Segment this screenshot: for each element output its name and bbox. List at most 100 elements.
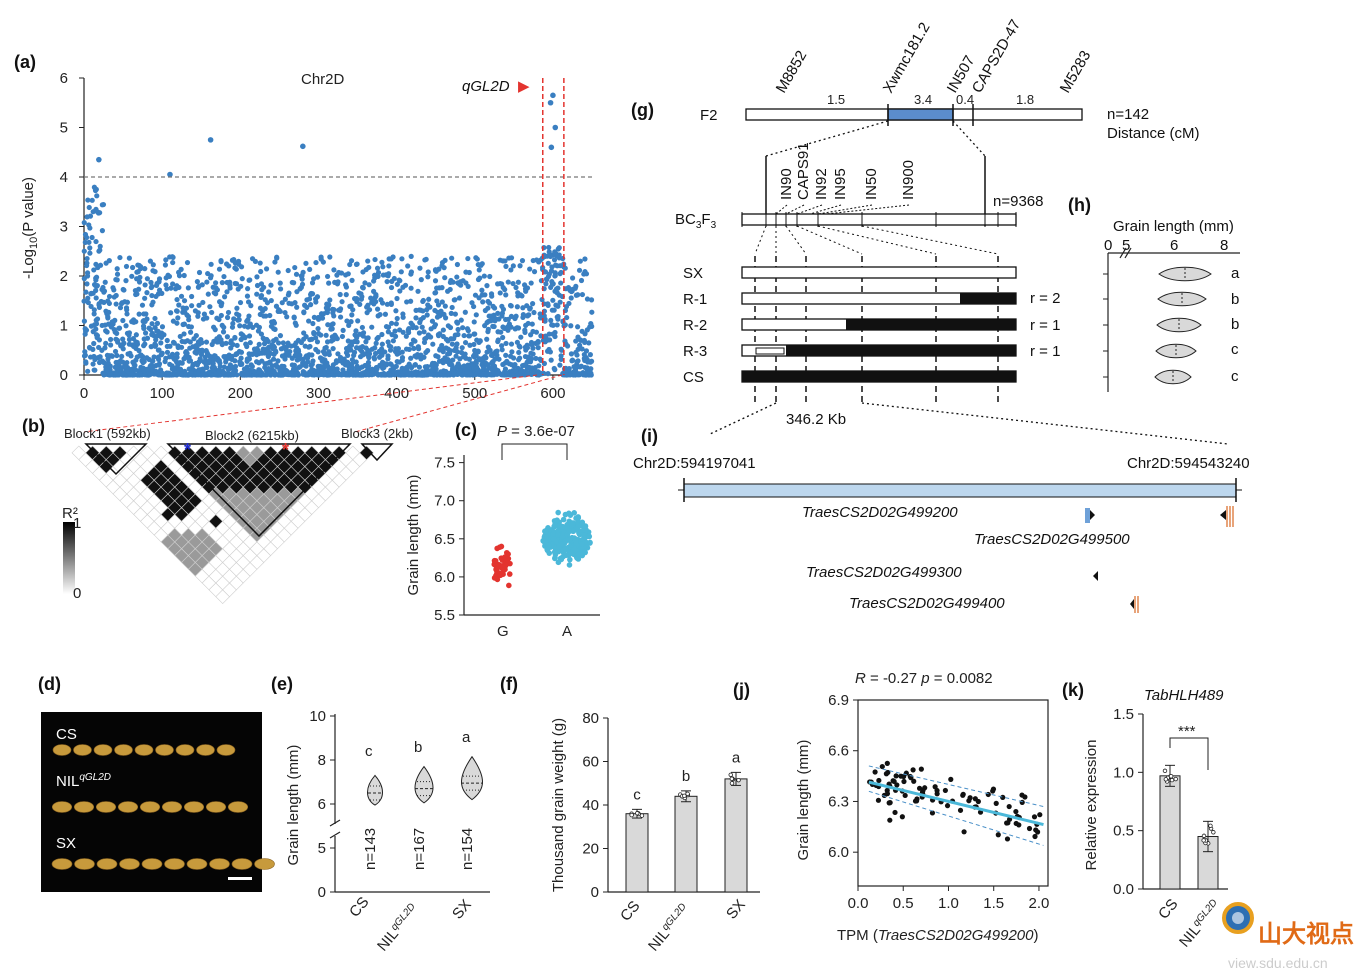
sample-point bbox=[875, 797, 882, 803]
snp-point bbox=[311, 314, 317, 320]
marker-leader bbox=[796, 204, 823, 215]
grain bbox=[161, 801, 183, 813]
snp-point bbox=[210, 363, 216, 369]
h-tick-0: 0 bbox=[1104, 237, 1112, 254]
snp-point bbox=[408, 269, 415, 275]
f-xtick-sx: SX bbox=[723, 896, 749, 922]
snp-point bbox=[188, 370, 194, 376]
i-end-coord: Chr2D:594543240 bbox=[1127, 455, 1250, 472]
r2-legend-title: R² bbox=[62, 505, 78, 522]
snp-point bbox=[537, 315, 544, 321]
snp-point bbox=[119, 353, 125, 360]
replicate-point bbox=[1201, 833, 1207, 839]
violin bbox=[461, 755, 483, 801]
snp-point bbox=[110, 285, 116, 291]
snp-point bbox=[84, 281, 90, 287]
watermark: 山大视点 view.sdu.edu.cn bbox=[1222, 902, 1354, 971]
snp-point bbox=[219, 280, 225, 286]
scale-bar bbox=[228, 877, 252, 880]
f2-n: n=142 bbox=[1107, 106, 1149, 123]
snp-point bbox=[235, 258, 242, 264]
snp-point bbox=[97, 262, 104, 268]
replicate-point bbox=[1163, 777, 1169, 782]
snp-point bbox=[254, 291, 260, 297]
snp-point bbox=[335, 351, 341, 357]
snp-point bbox=[288, 343, 294, 349]
a-allele-point bbox=[552, 554, 558, 561]
a-allele-point bbox=[579, 519, 586, 526]
snp-point bbox=[212, 353, 218, 359]
snp-point bbox=[550, 322, 556, 328]
snp-point bbox=[525, 312, 531, 318]
snp-point bbox=[142, 330, 149, 336]
snp-point bbox=[164, 343, 170, 349]
y-tick-label: 1.5 bbox=[1113, 706, 1134, 723]
snp-point bbox=[416, 330, 423, 336]
snp-point bbox=[113, 276, 119, 283]
snp-point bbox=[211, 324, 217, 330]
snp-point bbox=[466, 333, 472, 339]
marker-leader bbox=[817, 204, 873, 215]
snp-point bbox=[313, 299, 319, 305]
snp-point bbox=[424, 307, 430, 313]
y-tick-label: 0 bbox=[60, 367, 68, 384]
snp-point bbox=[108, 336, 114, 343]
snp-point bbox=[340, 327, 346, 333]
snp-point bbox=[129, 273, 135, 279]
e-violins bbox=[367, 755, 483, 806]
snp-point bbox=[195, 372, 202, 378]
bar-letter: c bbox=[633, 786, 641, 803]
grain bbox=[254, 858, 275, 870]
snp-point bbox=[555, 285, 561, 291]
snp-point bbox=[275, 358, 281, 364]
snp-point bbox=[179, 338, 185, 345]
snp-point bbox=[535, 345, 541, 351]
y-tick-label: 20 bbox=[582, 841, 599, 858]
e-n-sx: n=154 bbox=[459, 828, 476, 870]
sample-point bbox=[1032, 833, 1038, 840]
snp-point bbox=[263, 266, 270, 272]
y-tick-label: 6.0 bbox=[434, 569, 455, 586]
snp-point bbox=[258, 281, 265, 287]
snp-point bbox=[159, 371, 165, 377]
snp-point bbox=[485, 329, 491, 335]
y-tick-label: 6.0 bbox=[828, 844, 849, 861]
snp-point bbox=[137, 353, 143, 359]
snp-point bbox=[320, 259, 326, 265]
c-pvalue: P = 3.6e-07 bbox=[497, 423, 575, 440]
a-allele-point bbox=[566, 562, 573, 568]
sample-point bbox=[990, 786, 997, 792]
snp-point bbox=[551, 365, 557, 372]
snp-point bbox=[549, 307, 555, 313]
snp-point bbox=[530, 257, 536, 264]
manhattan-y-ticks: 0 1 2 3 4 5 6 bbox=[60, 70, 84, 384]
snp-point bbox=[528, 280, 534, 286]
snp-point bbox=[405, 263, 411, 269]
snp-point bbox=[200, 367, 206, 373]
snp-point bbox=[462, 339, 469, 346]
snp-point bbox=[246, 333, 253, 339]
snp-point bbox=[101, 372, 107, 378]
snp-point bbox=[324, 339, 331, 345]
snp-point bbox=[412, 362, 418, 368]
snp-point bbox=[303, 260, 309, 266]
snp-point bbox=[379, 359, 386, 365]
r2-legend-min: 0 bbox=[73, 585, 81, 602]
snp-point bbox=[472, 351, 478, 358]
snp-point bbox=[325, 368, 332, 374]
j-xlabel: TPM (TraesCS2D02G499200) bbox=[837, 927, 1038, 944]
sample-point bbox=[884, 760, 890, 766]
snp-point bbox=[552, 270, 558, 276]
snp-point bbox=[459, 372, 465, 378]
snp-point bbox=[142, 341, 148, 347]
snp-point bbox=[208, 273, 214, 279]
snp-point bbox=[271, 344, 278, 350]
snp-point bbox=[403, 333, 409, 339]
grain bbox=[96, 858, 118, 870]
snp-point bbox=[193, 332, 199, 339]
y-tick-label: 6.6 bbox=[828, 743, 849, 760]
snp-point bbox=[548, 357, 554, 363]
snp-point bbox=[170, 254, 176, 260]
snp-point bbox=[520, 311, 526, 318]
snp-point bbox=[310, 320, 316, 327]
